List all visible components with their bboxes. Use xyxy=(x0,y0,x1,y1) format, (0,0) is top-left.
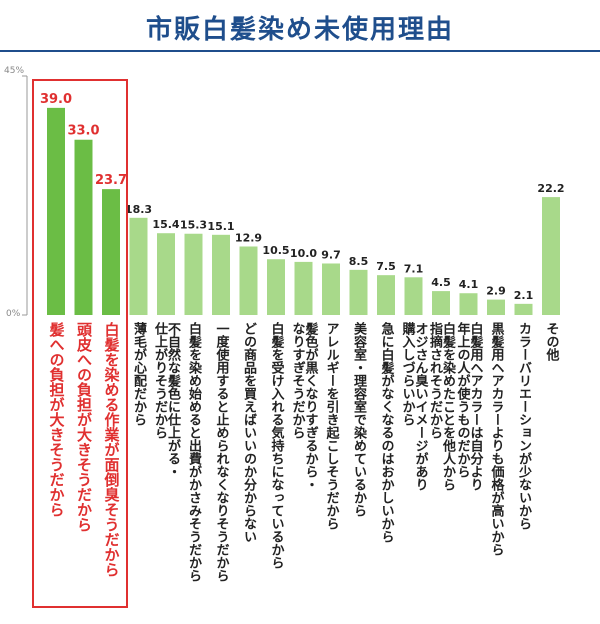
category-label: 購入しづらいから xyxy=(399,322,415,426)
value-label: 22.2 xyxy=(537,182,564,195)
category-label: 不自然な髪色に仕上がる・ xyxy=(165,322,180,478)
category-label: 一度使用すると止められなくなりそうだから xyxy=(213,322,229,582)
bar xyxy=(129,217,148,315)
bar xyxy=(184,233,203,315)
bar xyxy=(322,263,340,315)
category-label: 髪への負担が大きそうだから xyxy=(47,322,66,517)
category-label: 薄毛が心配だから xyxy=(131,322,146,426)
title-rule xyxy=(0,50,600,52)
value-label: 15.4 xyxy=(152,218,179,231)
bar xyxy=(239,246,258,315)
category-label: 白髪を染め始めると出費がかさみそうだから xyxy=(186,322,201,582)
bar xyxy=(47,107,65,315)
value-label: 23.7 xyxy=(95,173,127,188)
value-label: 18.3 xyxy=(125,203,152,216)
value-label: 7.5 xyxy=(376,260,396,273)
value-label: 4.1 xyxy=(459,278,479,291)
category-label: その他 xyxy=(543,322,559,361)
category-label: 頭皮への負担が大きそうだから xyxy=(75,322,93,532)
category-label: 白髪を受け入れる気持ちになっているから xyxy=(268,322,284,569)
category-label: オジさん臭いイメージがあり xyxy=(412,322,428,491)
category-label: 白髪用ヘアカラーは自分より xyxy=(467,322,483,491)
value-label: 9.7 xyxy=(321,248,341,261)
bar xyxy=(74,139,93,315)
bar xyxy=(212,234,230,315)
bar xyxy=(377,275,395,315)
chart-title: 市販白髪染め未使用理由 xyxy=(145,15,454,45)
value-label: 15.3 xyxy=(180,219,207,232)
bar xyxy=(459,293,478,315)
value-label: 7.1 xyxy=(404,262,424,275)
y-tick-label: 45% xyxy=(4,66,24,76)
category-label: 髪色が黒くなりすぎるから・ xyxy=(302,322,318,491)
value-label: 2.9 xyxy=(486,285,506,298)
bar xyxy=(102,189,120,315)
bar xyxy=(514,303,533,315)
value-label: 39.0 xyxy=(40,92,72,107)
category-label: 仕上がりそうだから xyxy=(152,322,167,439)
bar xyxy=(294,261,313,315)
bar xyxy=(432,291,450,315)
category-label: なりすぎそうだから xyxy=(289,322,305,439)
bar xyxy=(487,299,505,315)
category-label: 年上の人が使うものだから xyxy=(454,322,470,478)
category-label: どの商品を買えばいいのか分からない xyxy=(241,322,256,543)
value-label: 4.5 xyxy=(431,276,451,289)
bar xyxy=(542,197,560,315)
value-label: 10.0 xyxy=(290,247,317,260)
category-label: 急に白髪がなくなるのはおかしいから xyxy=(378,322,394,543)
value-label: 10.5 xyxy=(262,244,289,257)
category-label: アレルギーを引き起こしそうだから xyxy=(323,322,339,530)
bar xyxy=(404,277,423,315)
value-label: 2.1 xyxy=(514,289,534,302)
bar xyxy=(157,233,175,315)
value-label: 33.0 xyxy=(67,124,99,139)
top-three-highlight-box xyxy=(32,79,128,608)
category-label: 黒髪用ヘアカラーよりも価格が高いから xyxy=(488,322,504,556)
bar xyxy=(349,269,368,315)
y-tick-label: 0% xyxy=(6,309,21,319)
category-label: 指摘されそうだから xyxy=(427,322,442,439)
value-label: 15.1 xyxy=(207,220,234,233)
value-label: 8.5 xyxy=(349,255,369,268)
bar xyxy=(267,259,285,315)
category-label: 白髪を染めたことを他人から xyxy=(440,322,455,491)
category-label: 美容室・理容室で染めているから xyxy=(351,322,366,517)
value-label: 12.9 xyxy=(235,231,262,244)
category-label: カラーバリエーションが少ないから xyxy=(516,322,531,530)
category-label: 白髪を染める作業が面倒臭そうだから xyxy=(102,322,121,577)
